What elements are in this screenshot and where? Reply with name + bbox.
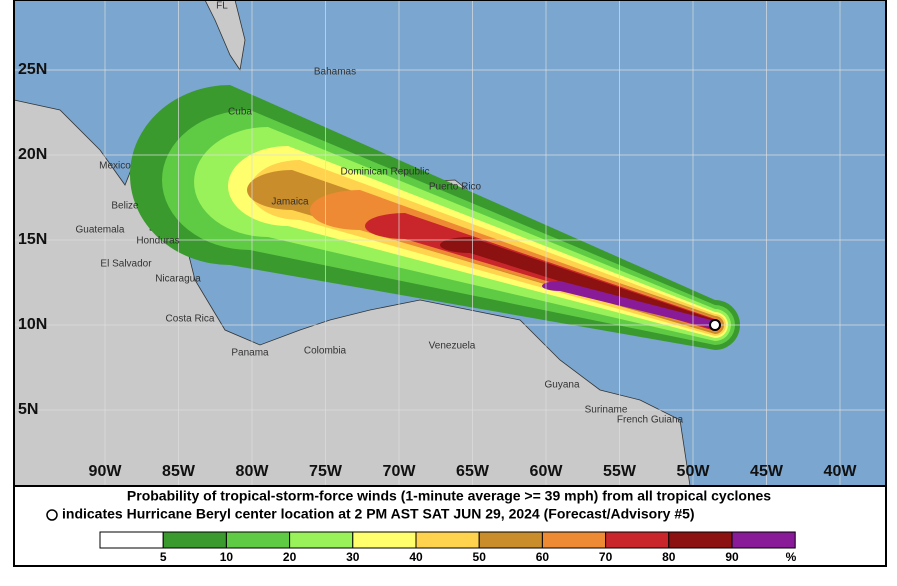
lat-label: 10N — [18, 316, 47, 333]
legend-swatch — [478, 531, 543, 549]
lon-label: 85W — [162, 463, 196, 480]
lon-label: 70W — [383, 463, 417, 480]
lon-label: 45W — [750, 463, 784, 480]
legend-tick: 70 — [599, 550, 613, 564]
lat-label: 25N — [18, 61, 47, 78]
place-label: Belize — [111, 201, 139, 212]
legend-swatch — [225, 531, 291, 549]
place-label: Guatemala — [76, 225, 125, 236]
place-label: Panama — [231, 348, 269, 359]
place-label: Costa Rica — [166, 314, 215, 325]
place-label: Dominican Republic — [341, 167, 430, 178]
center-symbol — [46, 509, 58, 521]
legend-swatch — [668, 531, 733, 549]
place-label: FL — [216, 1, 228, 12]
legend-tick: 20 — [283, 550, 297, 564]
legend-tick: 30 — [346, 550, 360, 564]
caption-box — [13, 485, 887, 567]
place-label: Nicaragua — [155, 274, 201, 285]
probability-band — [542, 281, 719, 329]
legend-tick: 40 — [409, 550, 423, 564]
legend-tick: 90 — [725, 550, 739, 564]
place-label: Puerto Rico — [429, 182, 482, 193]
legend-tick: 5 — [160, 550, 167, 564]
legend-tick: 10 — [220, 550, 234, 564]
legend-swatch — [541, 531, 607, 549]
place-label: French Guiana — [617, 415, 684, 426]
legend-tick: 60 — [536, 550, 550, 564]
place-label: Venezuela — [429, 341, 476, 352]
legend-swatch — [415, 531, 480, 549]
lon-label: 60W — [530, 463, 564, 480]
legend-swatch — [162, 531, 227, 549]
place-label: Bahamas — [314, 67, 356, 78]
legend-swatch — [605, 531, 670, 549]
lon-label: 80W — [236, 463, 270, 480]
caption-line: Probability of tropical-storm-force wind… — [127, 488, 771, 504]
place-label: Guyana — [544, 380, 579, 391]
storm-center — [709, 319, 721, 331]
lat-label: 5N — [18, 401, 38, 418]
lat-label: 15N — [18, 231, 47, 248]
lat-label: 20N — [18, 146, 47, 163]
lon-label: 40W — [824, 463, 858, 480]
legend-tick: 80 — [662, 550, 676, 564]
lon-label: 55W — [603, 463, 637, 480]
place-label: Mexico — [99, 161, 131, 172]
place-label: Suriname — [585, 405, 628, 416]
lon-label: 90W — [89, 463, 123, 480]
caption-line: indicates Hurricane Beryl center locatio… — [62, 506, 695, 522]
lon-label: 50W — [677, 463, 711, 480]
legend-swatch — [99, 531, 164, 549]
legend-tick: 50 — [473, 550, 487, 564]
place-label: Honduras — [136, 236, 179, 247]
legend-swatch — [289, 531, 354, 549]
place-label: Jamaica — [271, 197, 309, 208]
place-label: Cuba — [228, 107, 252, 118]
legend-unit: % — [786, 550, 797, 564]
legend-swatch — [352, 531, 417, 549]
lon-label: 65W — [456, 463, 490, 480]
place-label: Colombia — [304, 346, 347, 357]
place-label: El Salvador — [100, 259, 152, 270]
lon-label: 75W — [309, 463, 343, 480]
legend-swatch — [731, 531, 796, 549]
